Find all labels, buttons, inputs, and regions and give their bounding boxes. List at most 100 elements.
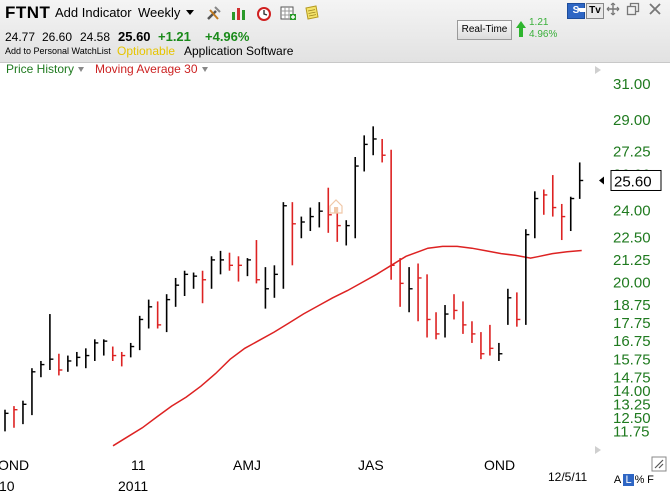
bar-chart-icon[interactable] (230, 4, 248, 22)
add-indicator-menu[interactable]: Add Indicator (55, 5, 132, 20)
price-bar (309, 207, 314, 232)
price-bar (174, 277, 180, 307)
alarm-clock-icon[interactable] (255, 4, 273, 22)
price-bar (525, 229, 530, 325)
price-bar (426, 274, 431, 338)
tv-badge-button[interactable]: Tv (586, 3, 604, 19)
price-bar (462, 301, 467, 334)
price-bar (255, 240, 260, 284)
x-year-label: 10 (0, 478, 15, 494)
price-bar (551, 175, 557, 217)
legend-moving-average[interactable]: Moving Average 30 (95, 62, 208, 76)
price-bar (156, 301, 162, 329)
scroll-up-icon (595, 66, 601, 74)
price-bar (22, 400, 27, 425)
price-bar (489, 324, 494, 356)
price-bar (578, 162, 584, 199)
price-bar (120, 351, 126, 367)
y-tick-label: 14.75 (613, 369, 651, 386)
add-to-watchlist-link[interactable]: Add to Personal WatchList (5, 46, 111, 56)
scale-fixed-button[interactable]: F (647, 474, 654, 486)
y-tick-label: 14.00 (613, 383, 651, 400)
price-bar (85, 348, 90, 369)
y-tick-label: 11.75 (613, 423, 649, 440)
price-bar (480, 332, 485, 360)
price-bar (49, 314, 54, 370)
expand-icon[interactable] (606, 2, 620, 16)
quote-last: 25.60 (118, 29, 151, 44)
chart-date: 12/5/11 (548, 470, 588, 484)
price-bar (237, 256, 242, 282)
price-bar (129, 342, 135, 358)
y-tick-label: 17.75 (613, 315, 651, 332)
x-year-label: 2011 (118, 478, 148, 494)
chevron-down-icon[interactable] (201, 67, 208, 73)
price-bar (291, 202, 296, 266)
scale-buttons: A L% F (612, 474, 656, 486)
price-bar (560, 203, 566, 241)
quote-change: +1.21 (158, 29, 191, 44)
event-house-door (334, 207, 338, 213)
s-badge-chevron-icon (577, 8, 589, 12)
price-bar (498, 342, 503, 361)
quote-change-pct: +4.96% (205, 29, 250, 44)
price-bar (111, 346, 117, 361)
legend-price-history-label: Price History (6, 62, 75, 76)
price-bar (13, 406, 18, 428)
quote-open: 24.77 (5, 30, 36, 44)
price-bar (76, 351, 81, 367)
resize-icon (651, 456, 667, 472)
scale-percent-button[interactable]: % (634, 474, 645, 486)
add-to-grid-icon[interactable] (279, 4, 297, 22)
price-bar (40, 360, 45, 378)
event-house-outline (329, 199, 343, 214)
price-bar (408, 267, 413, 313)
note-icon[interactable] (303, 4, 321, 22)
y-tick-label: 15.75 (613, 351, 651, 368)
industry-label[interactable]: Application Software (184, 44, 294, 58)
legend-moving-average-label: Moving Average 30 (95, 62, 198, 76)
price-bar (219, 250, 225, 275)
price-bar (4, 409, 9, 432)
y-tick-label: 13.25 (613, 396, 651, 413)
price-bar (94, 339, 99, 361)
y-tick-label: 12.50 (613, 410, 651, 427)
price-bar (147, 299, 153, 329)
restore-window-icon[interactable] (626, 2, 640, 16)
price-bar (345, 220, 350, 246)
x-tick-label: OND (0, 457, 29, 473)
price-bar (354, 157, 359, 239)
optionable-label[interactable]: Optionable (117, 44, 176, 58)
y-tick-label: 21.25 (613, 252, 651, 269)
x-tick-label: OND (484, 457, 515, 473)
interval-select[interactable]: Weekly (138, 5, 181, 20)
realtime-change: 1.21 4.96% (529, 17, 557, 41)
chevron-down-icon[interactable] (78, 67, 85, 73)
resize-grip (654, 459, 664, 469)
price-bar (67, 355, 72, 372)
last-price-label: 25.60 (614, 173, 652, 190)
x-tick-label: 11 (131, 457, 146, 473)
scale-log-button[interactable]: L (623, 474, 634, 486)
price-bar (471, 321, 476, 343)
close-icon[interactable] (648, 2, 662, 16)
y-tick-label: 31.00 (613, 76, 651, 93)
price-bar (417, 263, 422, 322)
price-bar (58, 353, 63, 376)
price-bar (390, 149, 395, 280)
price-bar (516, 292, 521, 327)
real-time-button[interactable]: Real-Time (457, 20, 512, 40)
price-bar (165, 294, 171, 333)
tools-icon[interactable] (205, 4, 223, 22)
price-bar (399, 258, 404, 307)
price-bar (102, 339, 108, 356)
price-bar (444, 305, 449, 338)
chevron-down-icon[interactable] (186, 10, 194, 15)
price-bar (210, 256, 216, 289)
last-price-pointer (599, 176, 604, 185)
symbol-label[interactable]: FTNT (5, 3, 51, 22)
price-bar (31, 368, 36, 416)
scale-auto-button[interactable]: A (613, 474, 622, 486)
legend-price-history[interactable]: Price History (6, 62, 85, 76)
